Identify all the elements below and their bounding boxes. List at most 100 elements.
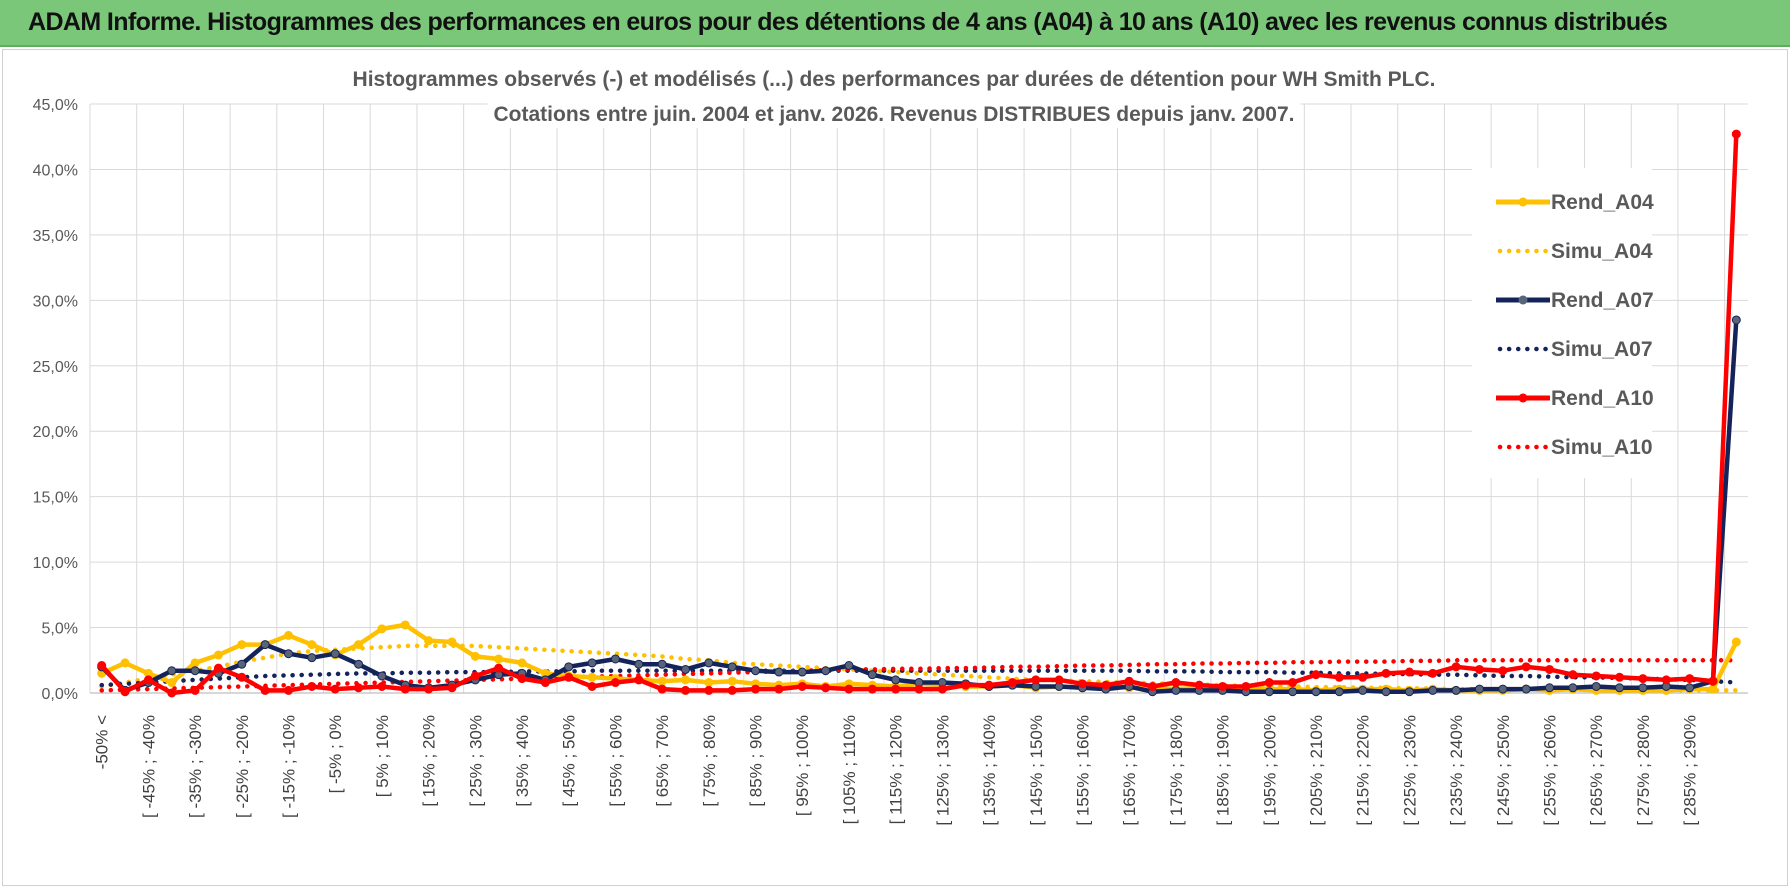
Simu_A10-line — [99, 658, 1739, 693]
Rend_A10-point — [1194, 680, 1204, 690]
Rend_A07-point — [1264, 687, 1274, 697]
Rend_A07-point — [190, 666, 200, 676]
Rend_A07-point — [797, 667, 807, 677]
Rend_A10-point — [1007, 678, 1017, 688]
Rend_A10-point — [704, 685, 714, 695]
title-backing — [346, 66, 1442, 93]
Rend_A07-point — [1381, 687, 1391, 697]
Rend_A07-point — [867, 670, 877, 680]
Rend_A10-point — [1521, 662, 1531, 672]
Rend_A10-point — [751, 684, 761, 694]
Rend_A10-point — [1054, 675, 1064, 685]
x-tick-label: [ 115% ; 120% — [887, 715, 906, 824]
Rend_A10-point — [1077, 679, 1087, 689]
x-tick-label: [ 15% ; 20% — [420, 715, 439, 807]
Rend_A10-point — [213, 663, 223, 673]
Rend_A04-point — [470, 651, 480, 661]
Rend_A10-point — [354, 683, 364, 693]
x-tick-label: [ 85% ; 90% — [747, 715, 766, 807]
Rend_A04-point — [354, 640, 364, 650]
Rend_A04-point — [727, 676, 737, 686]
Rend_A10-point — [564, 672, 574, 682]
Rend_A04-point — [1731, 637, 1741, 647]
Rend_A07-point — [564, 662, 574, 672]
Rend_A10-point — [167, 688, 177, 698]
Rend_A07-point — [1568, 683, 1578, 693]
y-tick-label: 30,0% — [33, 293, 78, 310]
Rend_A07-point — [283, 649, 293, 659]
Rend_A10-point — [657, 684, 667, 694]
Rend_A07-point — [1521, 684, 1531, 694]
legend-marker — [1518, 197, 1528, 207]
Rend_A07-point — [1545, 683, 1555, 693]
Rend_A10-point — [891, 684, 901, 694]
Rend_A07-point — [891, 675, 901, 685]
Rend_A10-point — [143, 675, 153, 685]
Rend_A10-point — [1124, 676, 1134, 686]
Rend_A07-point — [1615, 683, 1625, 693]
legend-item-Simu_A04: Simu_A04 — [1497, 240, 1653, 263]
Rend_A07-point — [1591, 681, 1601, 691]
Rend_A04-point — [657, 676, 667, 686]
Rend_A07-point — [1474, 684, 1484, 694]
x-tick-label: [ 165% ; 170% — [1120, 715, 1139, 826]
x-tick-label: [ 65% ; 70% — [653, 715, 672, 807]
Rend_A07-point — [1404, 687, 1414, 697]
Rend_A04-point — [213, 650, 223, 660]
legend: Rend_A04 Simu_A04 Rend_A07 Simu_A07 Rend_A10… — [1472, 168, 1654, 478]
Rend_A07-point — [1731, 315, 1741, 325]
y-tick-label: 45,0% — [33, 97, 78, 114]
legend-item-Rend_A07: Rend_A07 — [1496, 289, 1654, 312]
x-tick-label: [ 5% ; 10% — [373, 715, 392, 797]
x-tick-label: [ 95% ; 100% — [793, 715, 812, 816]
Rend_A10-point — [307, 681, 317, 691]
y-tick-label: 25,0% — [33, 359, 78, 376]
Rend_A04-point — [377, 624, 387, 634]
Rend_A10-point — [634, 675, 644, 685]
Rend_A04-point — [1708, 684, 1718, 694]
x-tick-label: [ 185% ; 190% — [1214, 715, 1233, 826]
Rend_A10-point — [260, 685, 270, 695]
Rend_A07-point — [1428, 685, 1438, 695]
Rend_A10-point — [1218, 681, 1228, 691]
Rend_A10-point — [680, 685, 690, 695]
x-tick-label: [ 255% ; 260% — [1541, 715, 1560, 826]
Rend_A10-point — [1545, 664, 1555, 674]
x-tick-label: [ 205% ; 210% — [1307, 715, 1326, 826]
Rend_A04-point — [167, 678, 177, 688]
x-tick-label: [ 105% ; 110% — [840, 715, 859, 824]
Rend_A07-point — [377, 671, 387, 681]
Rend_A04-point — [587, 672, 597, 682]
Rend_A10-point — [984, 680, 994, 690]
Rend_A07-point — [307, 653, 317, 663]
Rend_A07-point — [1638, 683, 1648, 693]
Rend_A07-point — [1311, 687, 1321, 697]
x-tick-label: [ -15% ; -10% — [279, 715, 298, 818]
legend-label: Rend_A07 — [1551, 289, 1654, 312]
Rend_A07-point — [634, 659, 644, 669]
y-tick-label: 5,0% — [42, 621, 78, 638]
title-backing — [487, 101, 1301, 128]
Rend_A04-point — [517, 658, 527, 668]
legend-label: Simu_A10 — [1551, 436, 1653, 459]
Rend_A07-point — [1358, 685, 1368, 695]
Rend_A04-point — [283, 630, 293, 640]
Rend_A07-point — [1171, 685, 1181, 695]
x-tick-label: [ -5% ; 0% — [326, 715, 345, 793]
Rend_A10-point — [97, 661, 107, 671]
x-tick-label: [ 235% ; 240% — [1447, 715, 1466, 826]
Rend_A07-point — [727, 662, 737, 672]
x-tick-label: [ 175% ; 180% — [1167, 715, 1186, 826]
Rend_A10-point — [867, 684, 877, 694]
Rend_A10-point — [774, 684, 784, 694]
Rend_A10-point — [1591, 671, 1601, 681]
Rend_A10-point — [447, 683, 457, 693]
Rend_A07-point — [751, 666, 761, 676]
Rend_A10-point — [400, 684, 410, 694]
Rend_A04-point — [424, 636, 434, 646]
Rend_A10-point — [1101, 680, 1111, 690]
Rend_A10-point — [283, 685, 293, 695]
x-tick-label: [ 125% ; 130% — [933, 715, 952, 826]
Rend_A10-point — [821, 683, 831, 693]
Rend_A10-point — [797, 681, 807, 691]
